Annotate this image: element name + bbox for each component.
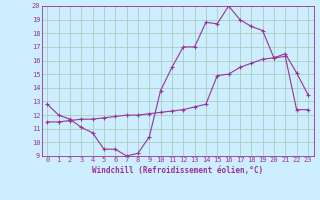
X-axis label: Windchill (Refroidissement éolien,°C): Windchill (Refroidissement éolien,°C) <box>92 166 263 175</box>
